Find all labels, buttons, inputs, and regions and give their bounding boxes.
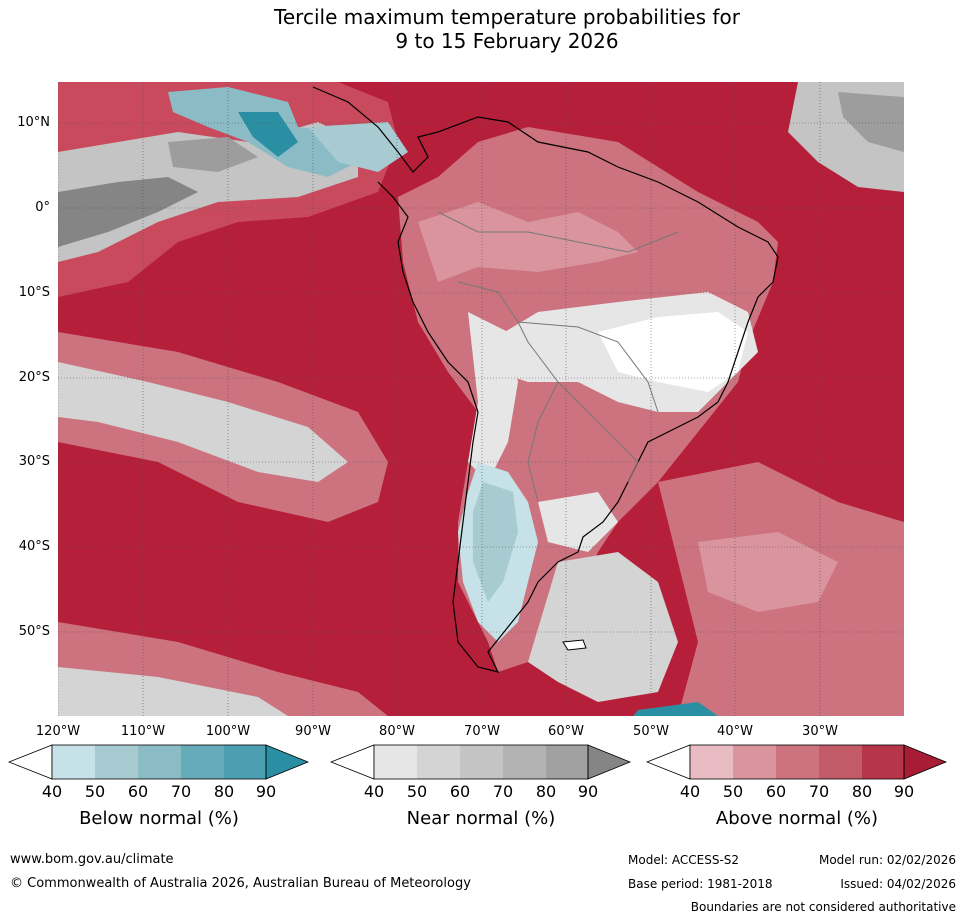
legend-near-arrow-right (587, 744, 632, 780)
legend-near-tick-40: 40 (363, 782, 385, 801)
continent-white-interior (598, 312, 748, 392)
above-normal-region-south-atlantic-light (698, 532, 838, 612)
lat-label-50s: 50°S (18, 624, 50, 639)
lat-label-10n: 10°N (17, 115, 50, 130)
legend-above-title: Above normal (%) (715, 808, 879, 829)
continent-upper-light (418, 202, 638, 282)
lon-label-70w: 70°W (464, 724, 500, 739)
footer-url: www.bom.gov.au/climate (10, 852, 174, 867)
legend-near-tick-80: 80 (535, 782, 557, 801)
legend-above-tick-50: 50 (722, 782, 744, 801)
lon-label-110w: 110°W (120, 724, 166, 739)
falkland-islands (562, 639, 587, 651)
lat-label-10s: 10°S (18, 285, 50, 300)
legend-below-tick-40: 40 (41, 782, 63, 801)
lon-label-90w: 90°W (295, 724, 331, 739)
near-normal-region-north-pacific-core2 (168, 137, 258, 172)
legend-near-tick-70: 70 (492, 782, 514, 801)
legend-near-swatch-1 (374, 745, 417, 779)
legend-above-tick-90: 90 (893, 782, 915, 801)
footer-model-run: Model run: 02/02/2026 (818, 853, 956, 867)
lat-label-0: 0° (35, 200, 50, 215)
legend-below-tick-90: 90 (255, 782, 277, 801)
legend-below-swatch-1 (52, 745, 95, 779)
below-normal-region-south-edge (633, 702, 718, 716)
legend-below-swatch-5 (224, 745, 266, 779)
map-canvas (58, 82, 904, 716)
legend-below-tick-50: 50 (84, 782, 106, 801)
legend-above-tick-80: 80 (851, 782, 873, 801)
legend-below-arrow-left (8, 744, 53, 780)
below-normal-region-caribbean (308, 122, 408, 172)
legend-above-tick-40: 40 (679, 782, 701, 801)
legend-near-swatch-2 (417, 745, 460, 779)
legend-near-swatch-3 (460, 745, 503, 779)
legend-below-tick-70: 70 (170, 782, 192, 801)
legend-above-normal-colorbar (646, 744, 948, 780)
legend-near-swatch-4 (503, 745, 546, 779)
country-borders (437, 211, 679, 503)
legend-below-normal-colorbar (8, 744, 310, 780)
legend-above-tick-60: 60 (765, 782, 787, 801)
chart-title-line2: 9 to 15 February 2026 (395, 29, 619, 53)
lon-label-100w: 100°W (205, 724, 251, 739)
legend-near-normal-colorbar (330, 744, 632, 780)
legend-below-title: Below normal (%) (79, 808, 239, 829)
near-normal-region-south-atlantic (528, 552, 678, 702)
legend-above-arrow-right (903, 744, 948, 780)
legend-above-swatch-1 (690, 745, 733, 779)
chart-title-line1: Tercile maximum temperature probabilitie… (274, 5, 740, 29)
lat-label-20s: 20°S (18, 370, 50, 385)
legend-below-swatch-3 (138, 745, 181, 779)
legend-above-swatch-4 (819, 745, 862, 779)
near-normal-region-south-atlantic-light (538, 492, 618, 552)
legend-above-swatch-5 (862, 745, 904, 779)
footer-issued: Issued: 04/02/2026 (840, 877, 956, 891)
near-normal-region-north-pacific-core (58, 177, 198, 247)
legend-near-tick-90: 90 (577, 782, 599, 801)
near-normal-band-pacific (58, 362, 348, 482)
legend-near-arrow-left (330, 744, 375, 780)
lat-label-40s: 40°S (18, 539, 50, 554)
legend-near-swatch-5 (546, 745, 588, 779)
graticule (58, 82, 904, 716)
legend-near-title: Near normal (%) (406, 808, 556, 829)
lon-label-50w: 50°W (633, 724, 669, 739)
continent-andes-light (468, 312, 518, 482)
legend-near-tick-50: 50 (406, 782, 428, 801)
footer-base-period: Base period: 1981-2018 (628, 877, 773, 891)
near-normal-region-north-atlantic-core (838, 92, 904, 152)
lon-label-60w: 60°W (548, 724, 584, 739)
legend-below-tick-80: 80 (213, 782, 235, 801)
probability-map (58, 82, 904, 716)
legend-above-swatch-2 (733, 745, 776, 779)
lat-label-30s: 30°S (18, 454, 50, 469)
legend-near-tick-60: 60 (449, 782, 471, 801)
footer-model: Model: ACCESS-S2 (628, 853, 740, 867)
legend-below-swatch-4 (181, 745, 224, 779)
lon-label-120w: 120°W (35, 724, 81, 739)
lon-label-40w: 40°W (717, 724, 753, 739)
footer-disclaimer: Boundaries are not considered authoritat… (690, 900, 956, 914)
below-normal-region-patagonia-core (473, 482, 518, 602)
legend-below-swatch-2 (95, 745, 138, 779)
legend-below-tick-60: 60 (127, 782, 149, 801)
legend-below-arrow-right (265, 744, 310, 780)
lon-label-80w: 80°W (379, 724, 415, 739)
legend-above-arrow-left (646, 744, 691, 780)
legend-above-tick-70: 70 (808, 782, 830, 801)
near-normal-band-south-pacific (58, 667, 288, 716)
legend-above-swatch-3 (776, 745, 819, 779)
lon-label-30w: 30°W (802, 724, 838, 739)
footer-copyright: © Commonwealth of Australia 2026, Austra… (10, 876, 471, 891)
